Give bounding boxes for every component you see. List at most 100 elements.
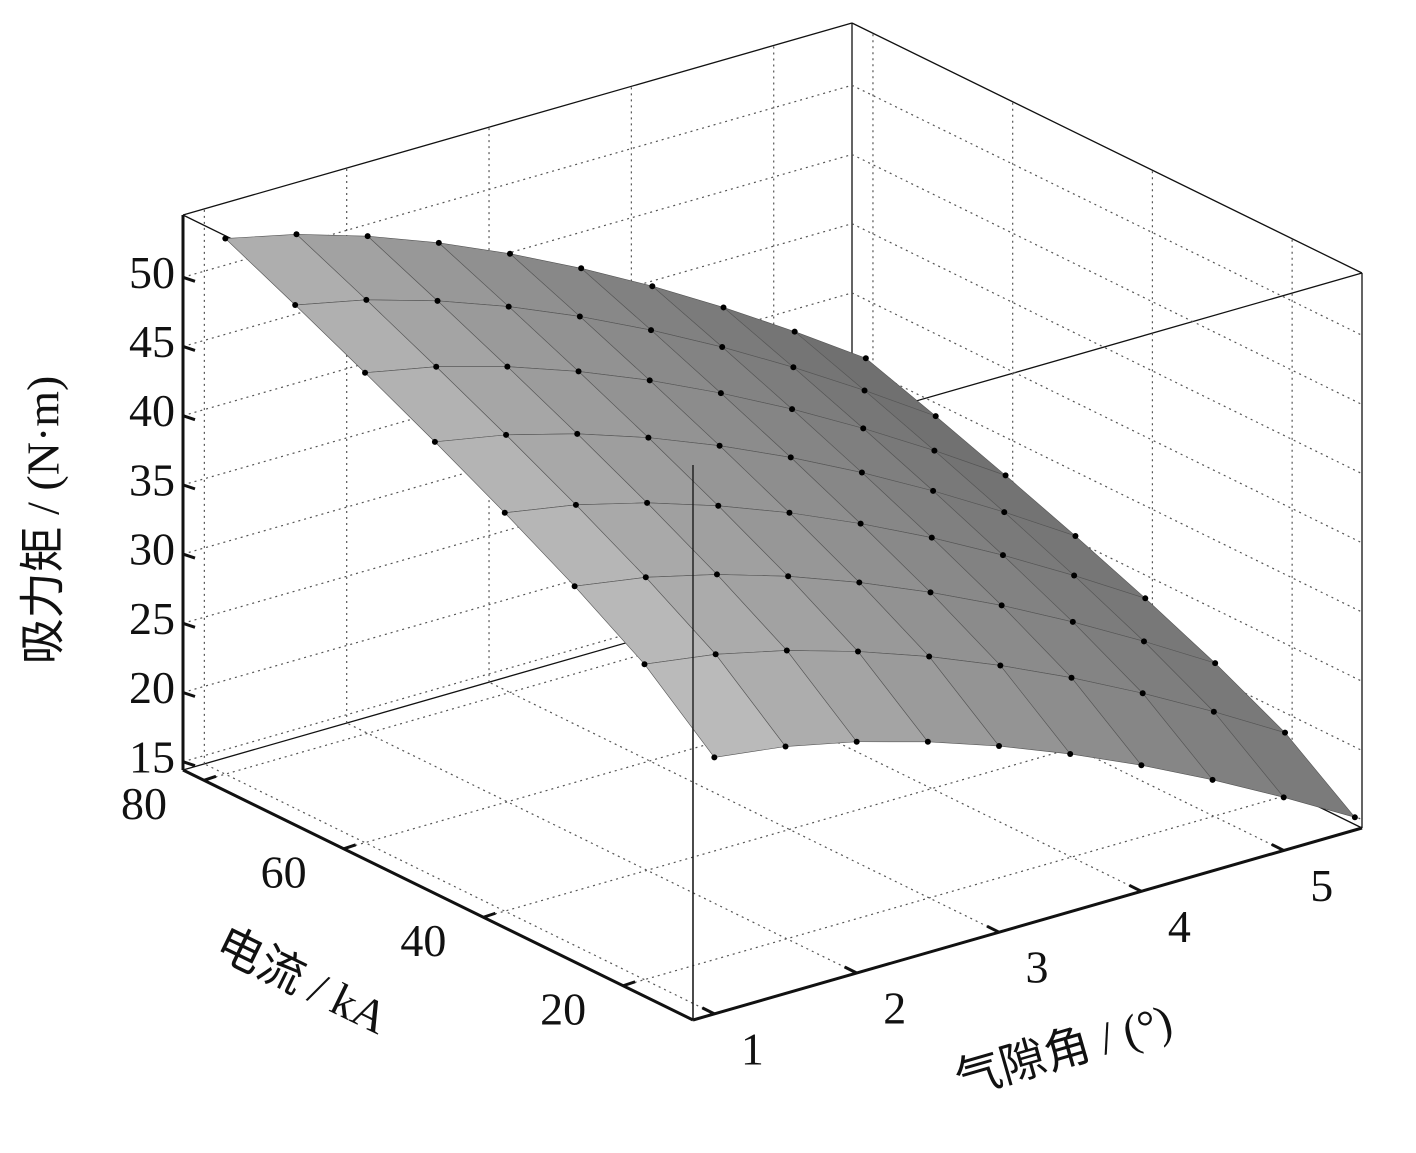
y-tick (203, 774, 217, 782)
data-point (1138, 762, 1145, 769)
data-point (648, 327, 655, 334)
data-point (506, 250, 513, 257)
x-tick (1271, 843, 1285, 852)
data-point (1001, 509, 1008, 516)
grid-line (182, 430, 853, 624)
data-point (720, 304, 727, 311)
data-point (1002, 472, 1009, 479)
data-point (998, 602, 1005, 609)
grid-line (851, 292, 1363, 544)
z-tick (182, 275, 196, 283)
grid-line (182, 499, 853, 694)
z-tick-label: 40 (129, 385, 175, 436)
grid-line (483, 724, 1153, 918)
data-point (1351, 814, 1358, 821)
data-point (712, 651, 719, 658)
data-point (1069, 618, 1076, 625)
z-tick (182, 414, 196, 422)
data-point (997, 662, 1004, 669)
z-axis-label: 吸力矩 / (N·m) (18, 376, 69, 665)
z-tick-label: 15 (129, 731, 175, 782)
y-axis-label: 电流 / kA (208, 917, 396, 1043)
y-tick (482, 911, 496, 919)
grid-line (343, 656, 1013, 850)
data-point (572, 501, 579, 508)
data-point (503, 431, 510, 438)
data-point (1067, 750, 1074, 757)
grid-line (182, 569, 853, 763)
x-tick-label: 4 (1168, 901, 1191, 952)
z-tick (182, 483, 196, 491)
data-point (642, 574, 649, 581)
data-point (791, 328, 798, 335)
data-point (292, 302, 299, 309)
data-point (783, 647, 790, 654)
data-point (575, 368, 582, 375)
x-axis (692, 826, 1363, 1022)
data-point (1140, 638, 1147, 645)
data-point (1209, 776, 1216, 783)
grid-line (851, 361, 1363, 613)
grid-line (204, 763, 715, 1015)
grid-line (851, 223, 1363, 475)
data-point (1210, 708, 1217, 715)
data-point (790, 364, 797, 371)
data-point (362, 369, 369, 376)
y-tick-label: 80 (121, 778, 167, 829)
data-point (715, 502, 722, 509)
data-point (1071, 572, 1078, 579)
x-tick (701, 1006, 716, 1016)
data-point (719, 344, 726, 351)
grid-line (346, 722, 857, 974)
z-tick (182, 760, 196, 768)
x-tick-label: 1 (741, 1023, 764, 1074)
data-point (649, 283, 656, 290)
data-point (641, 661, 648, 668)
data-point (1142, 595, 1149, 602)
data-point (930, 487, 937, 494)
y-tick-label: 20 (540, 983, 586, 1034)
data-point (1072, 532, 1079, 539)
x-tick (844, 965, 858, 975)
grid-line (182, 84, 853, 278)
box-edge (851, 22, 1363, 274)
data-point (364, 233, 371, 240)
data-point (785, 573, 792, 580)
data-point (858, 469, 865, 476)
data-point (999, 552, 1006, 559)
data-point (861, 387, 868, 394)
y-tick-label: 60 (261, 846, 307, 897)
y-tick-label: 40 (400, 915, 446, 966)
data-point (1212, 660, 1219, 667)
data-point (787, 454, 794, 461)
data-point (433, 363, 440, 370)
data-point (434, 297, 441, 304)
x-tick-label: 5 (1310, 860, 1333, 911)
x-tick (986, 924, 1000, 934)
grid-line (203, 587, 874, 781)
data-point (505, 303, 512, 310)
z-tick (182, 621, 196, 629)
data-point (363, 296, 370, 303)
data-point (1068, 674, 1075, 681)
z-tick (182, 345, 196, 352)
data-point (713, 571, 720, 578)
data-point (222, 235, 229, 242)
data-point (786, 509, 793, 516)
data-point (928, 534, 935, 541)
data-point (857, 520, 864, 527)
grid-line (622, 793, 1293, 987)
x-tick-label: 3 (1026, 942, 1049, 993)
y-tick (343, 843, 357, 851)
data-point (646, 377, 653, 384)
grid-line (851, 153, 1363, 406)
data-point (856, 579, 863, 586)
y-tick (622, 980, 636, 988)
data-point (996, 743, 1003, 750)
data-point (711, 754, 718, 761)
data-point (931, 447, 938, 454)
x-tick (1128, 883, 1143, 893)
data-point (576, 313, 583, 320)
